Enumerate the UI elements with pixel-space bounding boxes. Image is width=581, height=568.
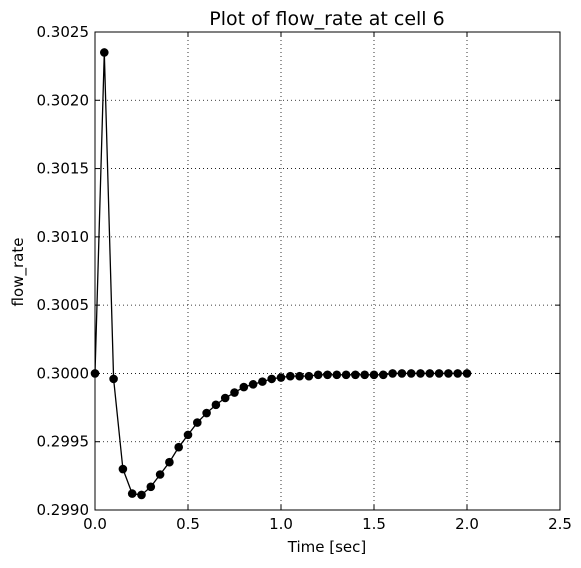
tick-layer: 0.0 0.5 1.0 1.5 2.0 2.5 0.2990 0.2995 0.3000 0.30… bbox=[37, 23, 572, 533]
data-point bbox=[118, 464, 128, 474]
grid-layer bbox=[95, 32, 560, 510]
x-tick-label: 0.0 bbox=[83, 515, 107, 533]
data-point bbox=[220, 393, 230, 403]
data-point bbox=[397, 369, 407, 378]
data-point bbox=[369, 370, 379, 380]
data-point bbox=[258, 377, 267, 386]
y-tick-label: 0.2990 bbox=[37, 501, 90, 519]
data-point bbox=[341, 370, 351, 380]
x-axis-label: Time [sec] bbox=[287, 538, 366, 556]
data-point bbox=[332, 370, 342, 380]
data-point bbox=[109, 374, 118, 384]
data-point bbox=[434, 369, 444, 378]
data-point bbox=[137, 490, 146, 500]
plot-frame bbox=[94, 31, 561, 511]
x-tick-label: 2.0 bbox=[455, 515, 479, 533]
data-point bbox=[360, 370, 370, 380]
y-tick-label: 0.3000 bbox=[37, 364, 90, 382]
data-point bbox=[379, 370, 388, 380]
data-point bbox=[248, 380, 258, 389]
data-point bbox=[351, 370, 360, 380]
data-point bbox=[174, 442, 183, 452]
x-tick-label: 2.5 bbox=[548, 515, 572, 533]
data-point bbox=[388, 369, 397, 378]
data-point bbox=[444, 369, 453, 378]
data-point bbox=[304, 371, 314, 381]
data-point bbox=[425, 369, 435, 378]
y-tick-label: 0.3005 bbox=[37, 296, 90, 314]
data-point bbox=[286, 371, 295, 381]
data-point bbox=[165, 457, 174, 467]
data-point bbox=[276, 373, 286, 382]
data-point bbox=[267, 374, 277, 384]
data-point bbox=[453, 369, 463, 378]
data-point bbox=[416, 369, 425, 378]
data-point bbox=[100, 48, 109, 57]
data-point bbox=[295, 371, 304, 381]
x-tick-label: 1.0 bbox=[269, 515, 293, 533]
data-point bbox=[406, 369, 416, 378]
data-point bbox=[202, 408, 211, 418]
y-tick-label: 0.3010 bbox=[37, 228, 90, 246]
data-point bbox=[127, 489, 137, 498]
x-tick-label: 1.5 bbox=[362, 515, 386, 533]
y-tick-label: 0.3020 bbox=[37, 91, 90, 109]
y-tick-label: 0.3025 bbox=[37, 23, 90, 41]
data-point bbox=[230, 388, 239, 397]
x-tick-label: 0.5 bbox=[176, 515, 200, 533]
data-point bbox=[323, 370, 332, 380]
data-point bbox=[462, 369, 472, 378]
data-point bbox=[155, 470, 165, 479]
data-point bbox=[313, 370, 323, 380]
data-point bbox=[239, 382, 249, 392]
y-tick-label: 0.3015 bbox=[37, 160, 90, 178]
data-point bbox=[146, 482, 156, 492]
series-layer bbox=[90, 48, 472, 500]
data-point bbox=[211, 400, 221, 410]
y-axis-label: flow_rate bbox=[9, 238, 28, 307]
y-tick-label: 0.2995 bbox=[37, 433, 90, 451]
data-point bbox=[183, 430, 193, 440]
data-point bbox=[193, 418, 202, 427]
chart-title: Plot of flow_rate at cell 6 bbox=[209, 8, 444, 30]
